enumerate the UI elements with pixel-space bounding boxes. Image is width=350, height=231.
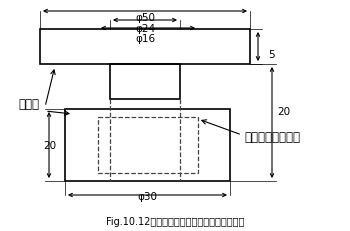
Bar <box>65 109 230 181</box>
Bar <box>110 65 180 100</box>
Text: φ24: φ24 <box>135 24 155 34</box>
Text: φ16: φ16 <box>135 34 155 44</box>
Text: φ30: φ30 <box>137 191 157 201</box>
Text: 5: 5 <box>268 50 275 60</box>
Bar <box>98 118 198 173</box>
Text: φ50: φ50 <box>135 13 155 23</box>
Text: シェアジョイント: シェアジョイント <box>244 131 300 144</box>
Text: 成形品: 成形品 <box>18 98 39 111</box>
Bar <box>40 30 250 65</box>
Text: 20: 20 <box>277 106 290 116</box>
Text: Fig.10.12　超音波溶着性評価形状（東レ法）: Fig.10.12 超音波溶着性評価形状（東レ法） <box>106 216 244 226</box>
Text: 20: 20 <box>43 140 57 150</box>
